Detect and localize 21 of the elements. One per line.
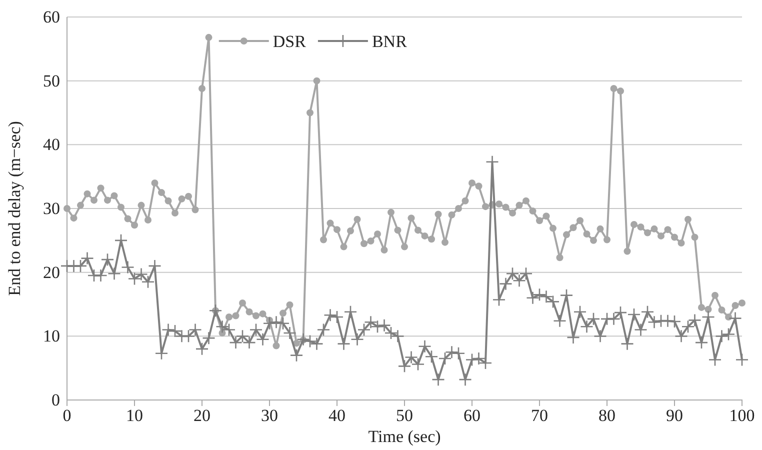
x-tick-label: 80 <box>598 406 616 426</box>
y-tick-label: 0 <box>52 390 60 410</box>
x-tick-label: 90 <box>666 406 683 426</box>
x-tick-label: 40 <box>328 406 346 426</box>
y-tick-label: 20 <box>43 262 60 282</box>
x-tick-label: 20 <box>194 406 210 426</box>
y-tick-label: 30 <box>43 198 60 218</box>
legend-label: DSR <box>272 32 307 51</box>
y-tick-label: 50 <box>43 71 60 90</box>
x-tick-label: 100 <box>729 406 755 426</box>
x-tick-label: 50 <box>396 406 413 426</box>
x-axis-title: Time (sec) <box>368 427 441 446</box>
y-tick-label: 10 <box>43 326 60 346</box>
x-tick-label: 30 <box>261 406 278 426</box>
x-tick-label: 60 <box>464 406 480 426</box>
legend-label: BNR <box>372 32 408 51</box>
y-tick-label: 60 <box>43 7 60 26</box>
y-tick-label: 40 <box>43 135 60 154</box>
y-axis-title: End to end delay (m−sec) <box>5 121 24 296</box>
x-tick-label: 10 <box>126 406 143 426</box>
x-tick-label: 70 <box>531 406 548 426</box>
